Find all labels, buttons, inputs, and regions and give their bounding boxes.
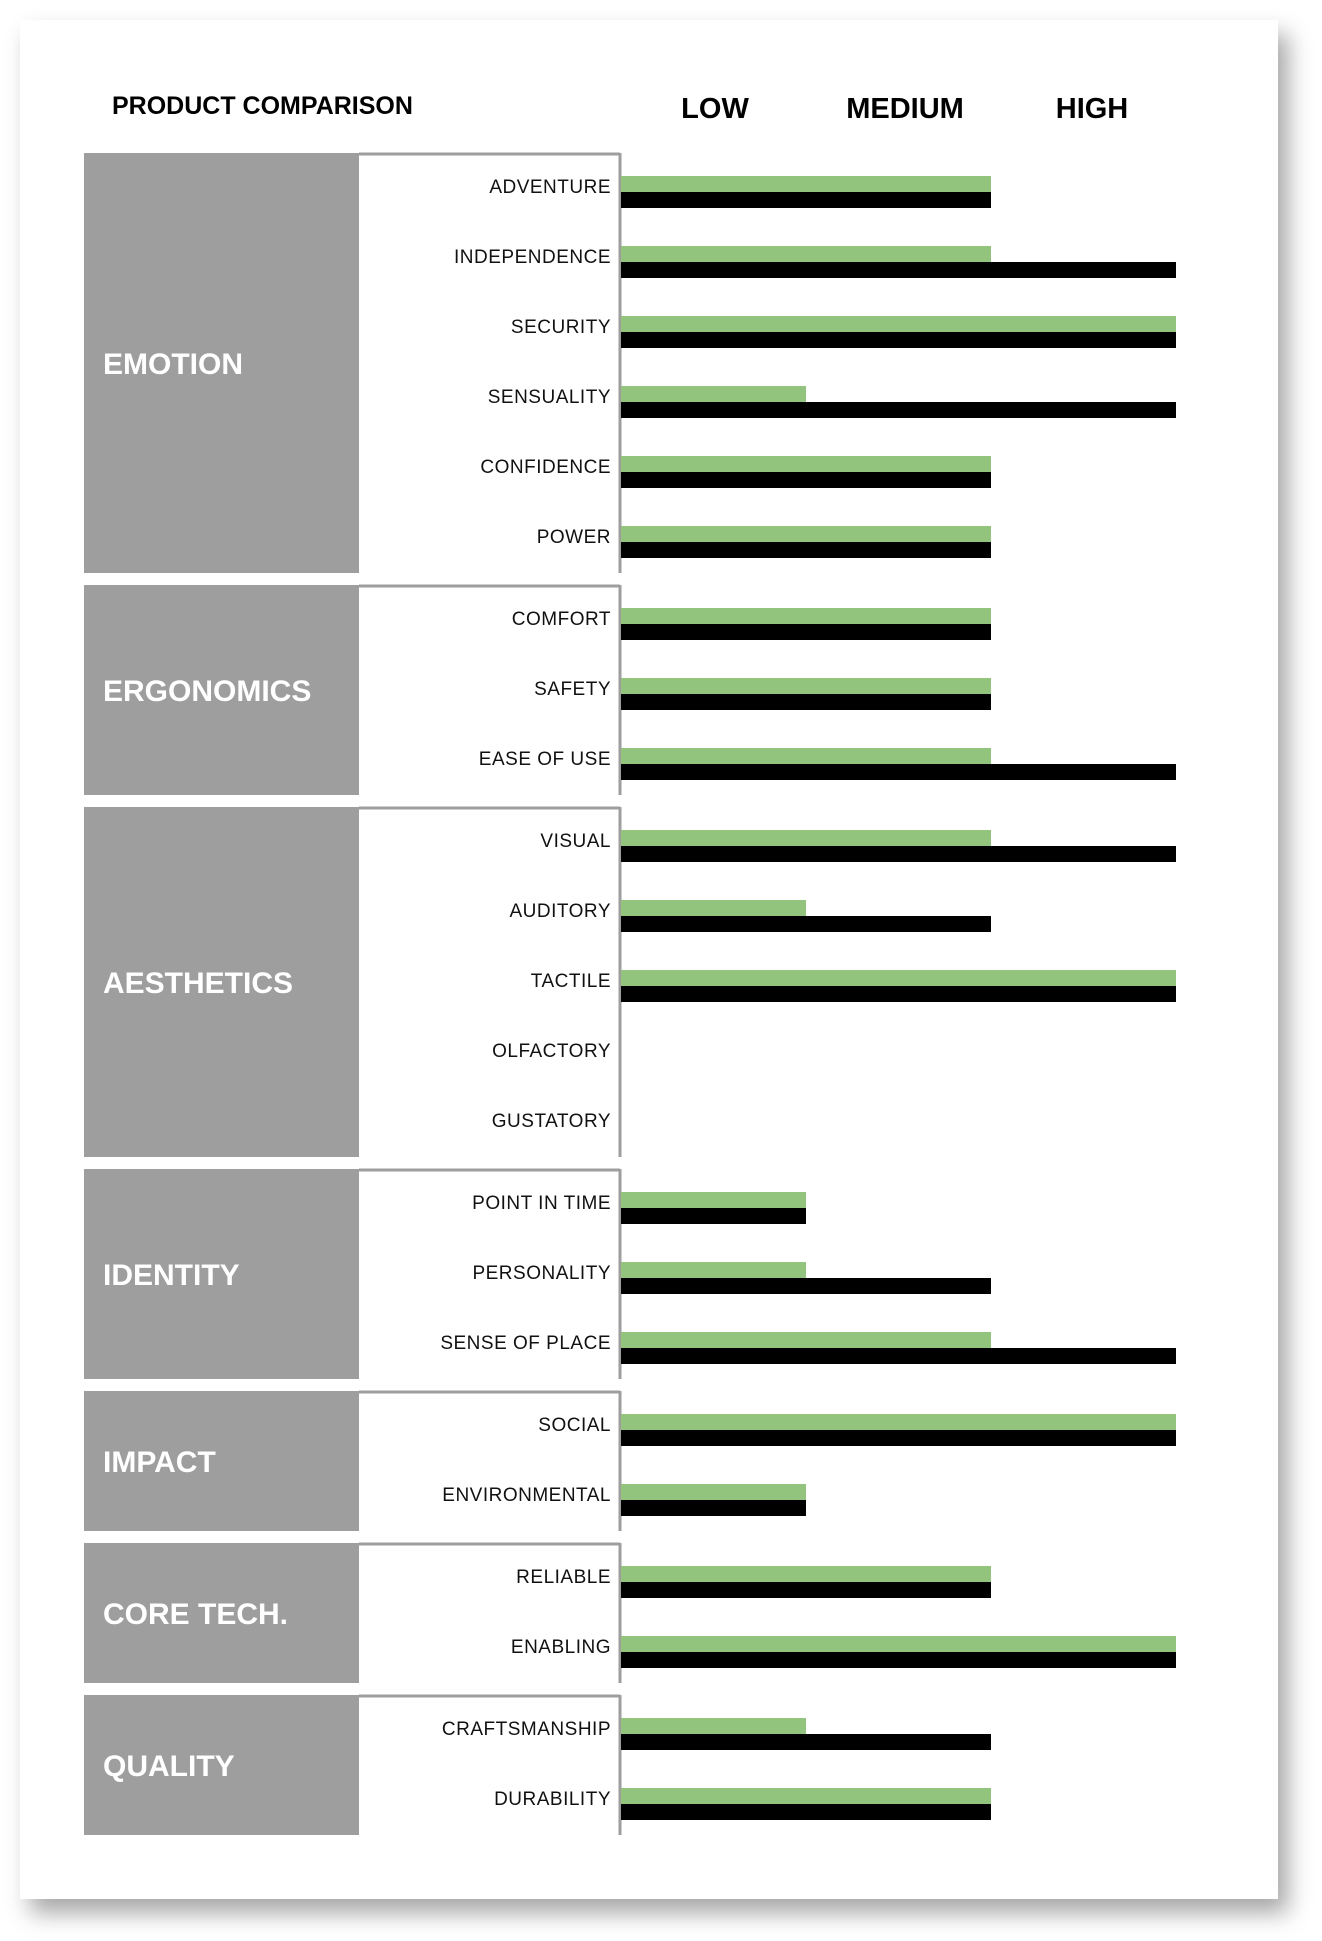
chart-title: PRODUCT COMPARISON: [112, 92, 413, 120]
bar-series-2: [621, 694, 991, 710]
row-label: OLFACTORY: [492, 1041, 611, 1062]
product-comparison-chart: PRODUCT COMPARISON LOW MEDIUM HIGH EMOTION…: [84, 92, 1176, 1835]
row-label: DURABILITY: [494, 1789, 611, 1810]
bar-series-1: [621, 900, 806, 916]
bar-series-2: [621, 1582, 991, 1598]
row-label: POINT IN TIME: [472, 1193, 611, 1214]
group-identity: IDENTITY POINT IN TIME PERSONALITY SENSE OF…: [84, 1168, 1176, 1379]
scale-label-high: HIGH: [1056, 93, 1129, 125]
bar-series-1: [621, 1192, 806, 1208]
group-emotion: EMOTION ADVENTURE INDEPENDENCE SECURITY SENS…: [84, 152, 1176, 573]
bar-series-1: [621, 1788, 991, 1804]
bar-series-2: [621, 472, 991, 488]
category-block: [84, 1169, 359, 1379]
bar-series-2: [621, 986, 1176, 1002]
row-label: ENVIRONMENTAL: [442, 1485, 611, 1506]
bar-series-2: [621, 1734, 991, 1750]
bar-series-2: [621, 1208, 806, 1224]
bar-series-1: [621, 830, 991, 846]
bar-series-1: [621, 1566, 991, 1582]
category-block: [84, 1391, 359, 1531]
group-quality: QUALITY CRAFTSMANSHIP DURABILITY: [84, 1694, 991, 1835]
row-label: SAFETY: [534, 679, 611, 700]
scale-label-medium: MEDIUM: [846, 93, 964, 125]
bar-series-1: [621, 456, 991, 472]
bar-series-1: [621, 1414, 1176, 1430]
bar-series-1: [621, 1262, 806, 1278]
row-label: PERSONALITY: [472, 1263, 611, 1284]
bar-series-2: [621, 332, 1176, 348]
bar-series-2: [621, 262, 1176, 278]
bar-series-2: [621, 542, 991, 558]
scale-label-low: LOW: [681, 93, 749, 125]
row-label: RELIABLE: [516, 1567, 611, 1588]
row-label: INDEPENDENCE: [454, 247, 611, 268]
bar-series-2: [621, 402, 1176, 418]
category-label: AESTHETICS: [103, 967, 293, 1000]
category-label: IDENTITY: [103, 1259, 240, 1292]
bar-series-1: [621, 1484, 806, 1500]
category-block: [84, 585, 359, 795]
bar-series-1: [621, 748, 991, 764]
bar-series-1: [621, 608, 991, 624]
group-ergonomics: ERGONOMICS COMFORT SAFETY EASE OF USE: [84, 584, 1176, 795]
category-label: IMPACT: [103, 1446, 216, 1479]
category-block: [84, 1543, 359, 1683]
bar-series-2: [621, 624, 991, 640]
row-label: SENSE OF PLACE: [440, 1333, 611, 1354]
row-label: TACTILE: [531, 971, 611, 992]
row-label: CRAFTSMANSHIP: [442, 1719, 611, 1740]
bar-series-2: [621, 764, 1176, 780]
group-core-tech: CORE TECH. RELIABLE ENABLING: [84, 1542, 1176, 1683]
bar-series-1: [621, 970, 1176, 986]
bar-series-1: [621, 176, 991, 192]
bar-series-1: [621, 526, 991, 542]
bar-series-2: [621, 1500, 806, 1516]
category-label: CORE TECH.: [103, 1598, 288, 1631]
category-label: ERGONOMICS: [103, 675, 311, 708]
row-label: EASE OF USE: [479, 749, 611, 770]
group-impact: IMPACT SOCIAL ENVIRONMENTAL: [84, 1390, 1176, 1531]
category-label: QUALITY: [103, 1750, 235, 1783]
bar-series-2: [621, 1278, 991, 1294]
category-label: EMOTION: [103, 348, 243, 381]
row-label: COMFORT: [512, 609, 611, 630]
row-label: SECURITY: [511, 317, 611, 338]
scale-labels: LOW MEDIUM HIGH: [681, 93, 1128, 125]
bar-series-1: [621, 1718, 806, 1734]
bar-series-1: [621, 678, 991, 694]
category-block: [84, 1695, 359, 1835]
row-label: AUDITORY: [510, 901, 612, 922]
chart-groups: EMOTION ADVENTURE INDEPENDENCE SECURITY SENS…: [84, 152, 1176, 1835]
bar-series-2: [621, 1348, 1176, 1364]
row-label: CONFIDENCE: [480, 457, 611, 478]
bar-series-2: [621, 192, 991, 208]
category-block: [84, 153, 359, 573]
bar-series-1: [621, 1636, 1176, 1652]
bar-series-2: [621, 1804, 991, 1820]
bar-series-2: [621, 916, 991, 932]
row-label: SENSUALITY: [488, 387, 611, 408]
bar-series-1: [621, 316, 1176, 332]
row-label: VISUAL: [540, 831, 611, 852]
category-block: [84, 807, 359, 1157]
row-label: ENABLING: [511, 1637, 611, 1658]
chart-card: PRODUCT COMPARISON LOW MEDIUM HIGH EMOTION…: [20, 20, 1278, 1899]
bar-series-2: [621, 1652, 1176, 1668]
row-label: ADVENTURE: [489, 177, 611, 198]
row-label: SOCIAL: [538, 1415, 611, 1436]
row-label: GUSTATORY: [492, 1111, 611, 1132]
bar-series-2: [621, 1430, 1176, 1446]
group-aesthetics: AESTHETICS VISUAL AUDITORY TACTILE OLFACTORY…: [84, 806, 1176, 1157]
bar-series-1: [621, 386, 806, 402]
bar-series-1: [621, 1332, 991, 1348]
bar-series-2: [621, 846, 1176, 862]
bar-series-1: [621, 246, 991, 262]
row-label: POWER: [537, 527, 611, 548]
